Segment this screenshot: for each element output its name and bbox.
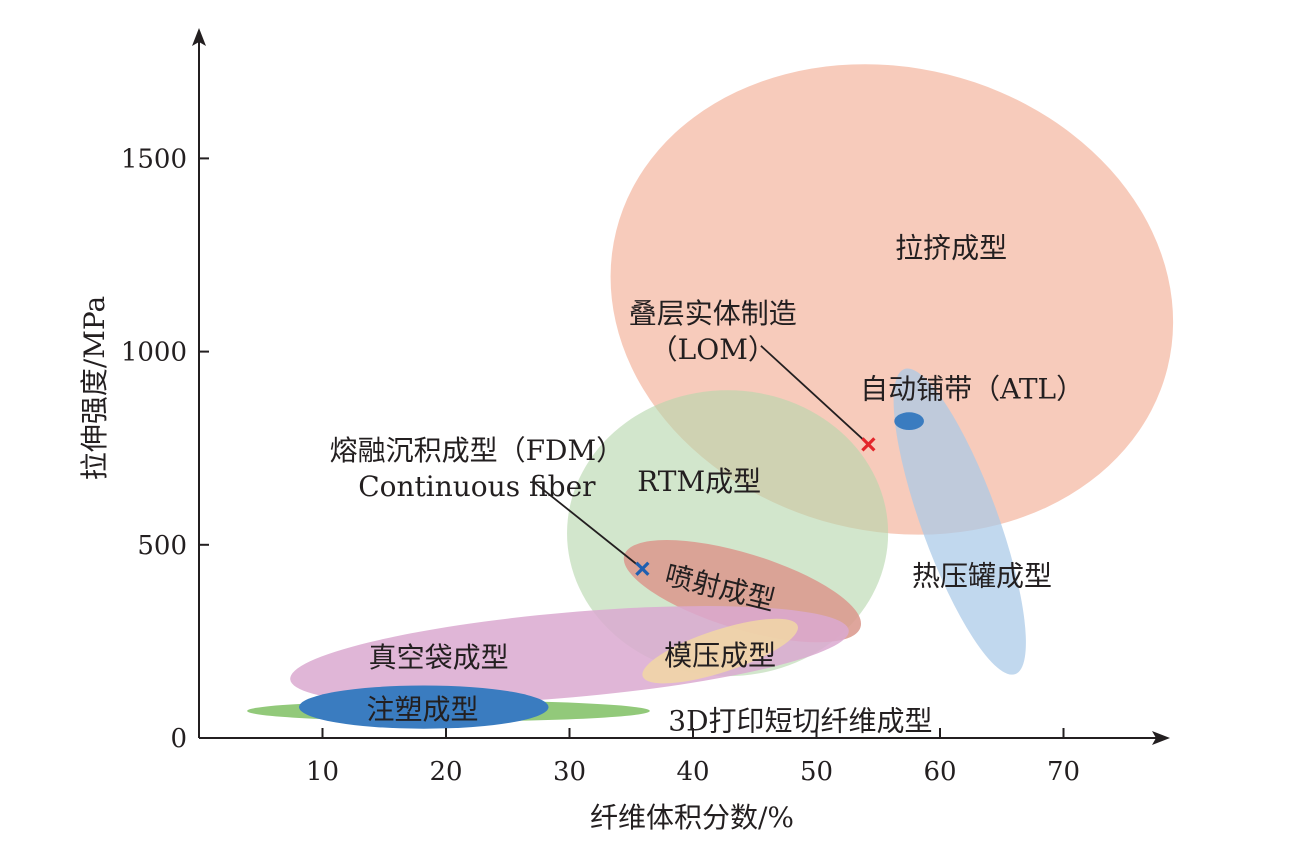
leader-line-1 — [531, 480, 643, 570]
y-tick-label-1500: 1500 — [121, 144, 187, 174]
x-tick-label-70: 70 — [1047, 757, 1080, 787]
region-label-7: 注塑成型 — [367, 693, 479, 726]
region-label-1: RTM成型 — [637, 465, 761, 498]
leader-line-0 — [760, 345, 869, 445]
point-label-1-line-1: Continuous fiber — [358, 470, 596, 503]
region-ellipse-7 — [299, 685, 549, 729]
x-axis-arrow — [1152, 731, 1170, 745]
y-tick-label-0: 0 — [170, 724, 187, 754]
region-label-0: 拉挤成型 — [895, 231, 1007, 264]
region-ellipse-4 — [290, 606, 849, 704]
y-axis-arrow — [192, 28, 206, 46]
point-label-1-line-0: 熔融沉积成型（FDM） — [330, 434, 625, 467]
region-label-8: 自动铺带（ATL） — [860, 372, 1084, 405]
x-tick-label-50: 50 — [800, 757, 833, 787]
x-axis-title: 纤维体积分数/% — [590, 801, 794, 834]
x-tick-label-60: 60 — [923, 757, 956, 787]
y-tick-label-500: 500 — [137, 531, 187, 561]
region-ellipse-8 — [894, 412, 924, 431]
region-label-5: 模压成型 — [664, 639, 776, 672]
region-label-2: 热压罐成型 — [912, 560, 1052, 593]
y-tick-label-1000: 1000 — [121, 338, 187, 368]
point-label-0-line-1: （LOM） — [650, 333, 776, 366]
x-tick-label-20: 20 — [429, 757, 462, 787]
region-ellipse-2 — [893, 368, 1026, 675]
regions-layer — [247, 64, 1174, 729]
y-axis-title: 拉伸强度/MPa — [78, 296, 111, 480]
region-ellipse-5 — [642, 618, 798, 684]
point-marker-1 — [635, 561, 650, 576]
point-label-0-line-0: 叠层实体制造 — [629, 297, 797, 330]
points-layer: 叠层实体制造（LOM） 熔融沉积成型（FDM）Continuous fiber — [330, 297, 876, 576]
region-label-6: 3D打印短切纤维成型 — [668, 705, 932, 738]
x-tick-label-40: 40 — [676, 757, 709, 787]
x-tick-label-30: 30 — [553, 757, 586, 787]
point-marker-0 — [861, 437, 876, 452]
axes — [192, 28, 1170, 745]
ticks-layer: 10 20 30 40 50 60 70 0 500 1000 1500 — [121, 144, 1080, 787]
region-label-4: 真空袋成型 — [369, 641, 509, 674]
x-tick-label-10: 10 — [306, 757, 339, 787]
